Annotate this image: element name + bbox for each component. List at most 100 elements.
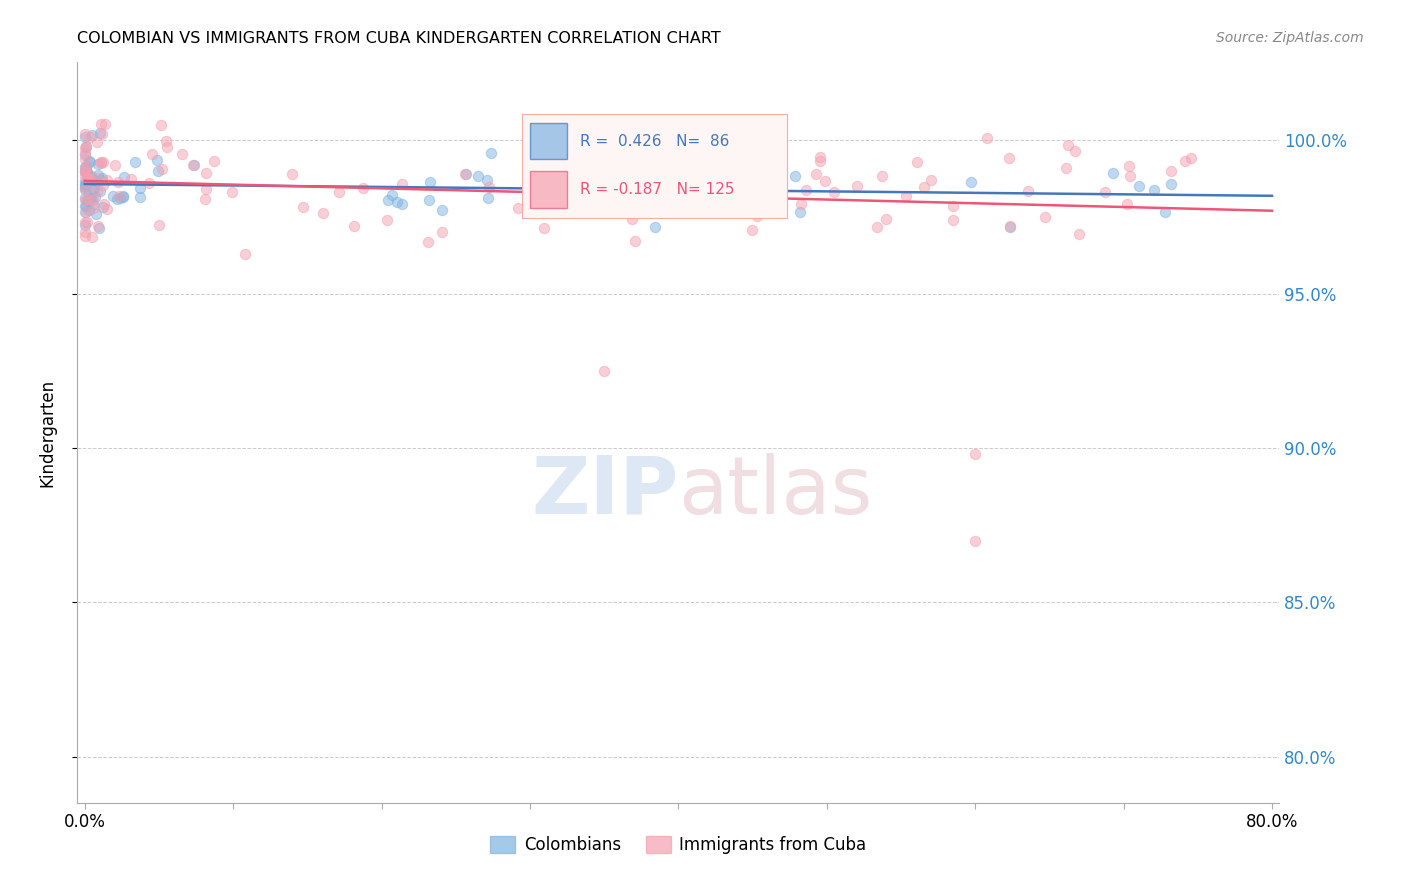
Point [454, 167, 477, 181]
Point [138, 176, 160, 190]
Point [794, 183, 817, 197]
Point [84, 173, 107, 187]
Point [637, 132, 659, 146]
Point [111, 189, 134, 203]
Point [312, 206, 335, 220]
Point [77, 194, 100, 209]
Point [89, 184, 111, 198]
Point [418, 193, 440, 207]
Point [741, 203, 763, 218]
Text: ZIP: ZIP [531, 453, 679, 531]
Point [1160, 177, 1182, 191]
Point [80, 171, 103, 186]
Point [83, 181, 105, 195]
Point [108, 189, 131, 203]
Point [77, 202, 100, 217]
Point [1067, 227, 1090, 242]
Point [624, 235, 647, 249]
Point [77, 153, 100, 168]
Point [658, 157, 681, 171]
Point [183, 157, 205, 171]
Point [73, 179, 96, 194]
Point [1054, 161, 1077, 176]
Point [75, 140, 97, 154]
Point [619, 167, 641, 181]
Point [79, 191, 101, 205]
Point [1057, 138, 1080, 153]
Point [343, 219, 366, 233]
Point [194, 192, 217, 206]
Point [75, 160, 97, 174]
Point [89, 126, 111, 140]
Point [75, 159, 97, 173]
Point [758, 195, 780, 210]
Point [80, 173, 103, 187]
Point [233, 246, 256, 260]
Point [478, 180, 501, 194]
Point [148, 164, 170, 178]
Point [77, 169, 100, 183]
Point [87, 157, 110, 171]
Point [548, 201, 571, 215]
Point [644, 219, 666, 234]
Point [808, 153, 831, 168]
Point [86, 207, 108, 221]
Point [1160, 164, 1182, 178]
Point [790, 197, 813, 211]
Point [675, 153, 697, 168]
Text: COLOMBIAN VS IMMIGRANTS FROM CUBA KINDERGARTEN CORRELATION CHART: COLOMBIAN VS IMMIGRANTS FROM CUBA KINDER… [77, 31, 721, 46]
Point [747, 169, 769, 184]
Point [112, 190, 135, 204]
Point [531, 129, 554, 144]
Point [814, 174, 837, 188]
Point [155, 134, 177, 148]
Point [1174, 154, 1197, 169]
Point [419, 174, 441, 188]
Point [804, 167, 827, 181]
Point [129, 180, 152, 194]
Point [104, 159, 127, 173]
Point [1180, 151, 1202, 165]
Point [172, 147, 194, 161]
Point [141, 147, 163, 161]
Point [73, 152, 96, 166]
Point [73, 194, 96, 208]
Point [86, 135, 108, 149]
Point [75, 160, 97, 174]
Point [90, 156, 112, 170]
Point [73, 127, 96, 141]
Point [77, 169, 100, 183]
Point [912, 179, 935, 194]
Point [87, 219, 110, 233]
Point [73, 226, 96, 240]
Point [75, 182, 97, 196]
Point [73, 181, 96, 195]
Point [808, 150, 831, 164]
Point [430, 203, 453, 218]
Y-axis label: Kindergarten: Kindergarten [38, 378, 56, 487]
Point [93, 117, 115, 131]
Point [741, 223, 763, 237]
Point [76, 171, 98, 186]
Point [574, 155, 596, 169]
Point [377, 193, 399, 207]
Point [328, 185, 350, 199]
Point [75, 162, 97, 177]
Point [1128, 179, 1150, 194]
Point [866, 219, 889, 234]
Point [84, 170, 107, 185]
Point [82, 197, 104, 211]
Point [96, 173, 118, 187]
Point [385, 194, 408, 209]
Point [93, 200, 115, 214]
Point [79, 130, 101, 145]
Point [789, 205, 811, 219]
Point [79, 155, 101, 169]
Point [920, 173, 942, 187]
Point [82, 183, 104, 197]
Point [998, 219, 1021, 234]
Point [453, 167, 475, 181]
Point [79, 172, 101, 186]
Point [75, 139, 97, 153]
Point [965, 533, 987, 548]
